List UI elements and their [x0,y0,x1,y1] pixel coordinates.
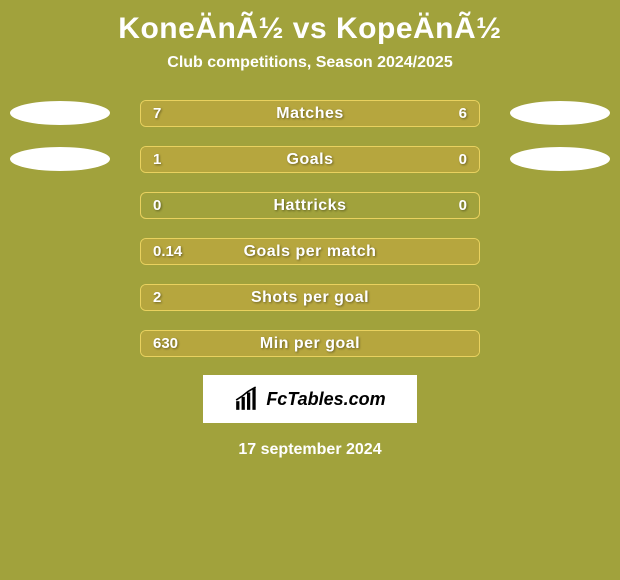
fctables-logo-text: FcTables.com [266,389,385,410]
comparison-title: KoneÄnÃ½ vs KopeÄnÃ½ [0,0,620,54]
stat-bar-track: 00Hattricks [140,192,480,219]
stat-row: 0.14Goals per match [0,238,620,265]
team-flag-left [10,147,110,171]
stat-bar-track: 630Min per goal [140,330,480,357]
stat-label: Goals [141,147,479,172]
stat-row: 76Matches [0,100,620,127]
team-flag-right [510,101,610,125]
stat-row: 2Shots per goal [0,284,620,311]
stat-label: Hattricks [141,193,479,218]
stat-bar-track: 2Shots per goal [140,284,480,311]
stat-row: 00Hattricks [0,192,620,219]
stat-bar-track: 0.14Goals per match [140,238,480,265]
stat-bar-track: 10Goals [140,146,480,173]
chart-bars-icon [234,386,260,412]
stat-label: Matches [141,101,479,126]
stat-bar-track: 76Matches [140,100,480,127]
footer-date: 17 september 2024 [0,423,620,459]
team-flag-right [510,147,610,171]
stats-rows-container: 76Matches 10Goals 00Hattricks 0.14Goals per… [0,100,620,357]
stat-row: 630Min per goal [0,330,620,357]
comparison-subtitle: Club competitions, Season 2024/2025 [0,54,620,100]
stat-label: Goals per match [141,239,479,264]
stat-label: Min per goal [141,331,479,356]
fctables-logo: FcTables.com [203,375,417,423]
stat-label: Shots per goal [141,285,479,310]
team-flag-left [10,101,110,125]
stat-row: 10Goals [0,146,620,173]
